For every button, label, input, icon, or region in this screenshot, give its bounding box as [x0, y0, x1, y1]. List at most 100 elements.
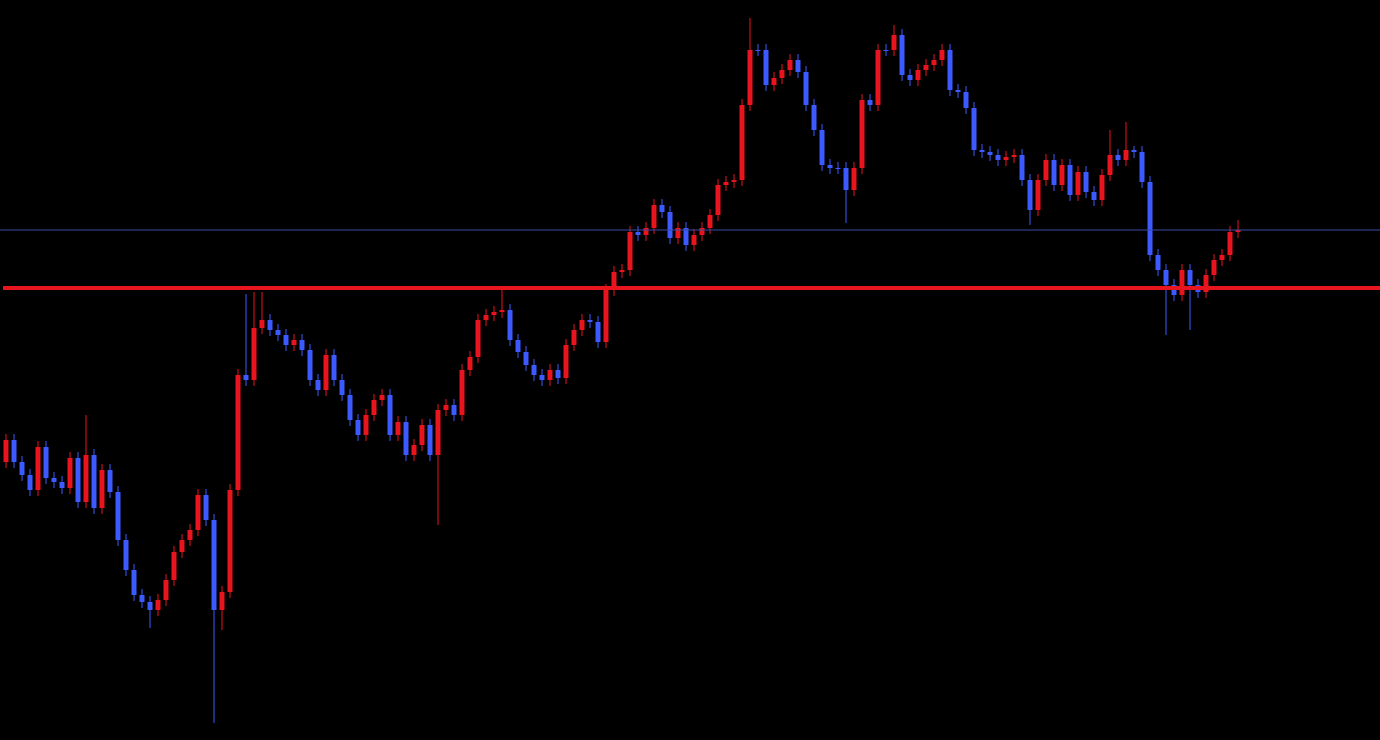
candle-body: [1075, 172, 1081, 195]
candle-body: [683, 228, 689, 245]
candle-body: [115, 492, 121, 540]
candle-body: [979, 150, 985, 152]
candle-body: [83, 455, 89, 502]
candle-body: [931, 60, 937, 65]
candle-body: [1227, 232, 1233, 255]
candle-body: [787, 60, 793, 70]
candle-body: [139, 595, 145, 602]
candle-body: [1019, 155, 1025, 180]
candle-body: [283, 335, 289, 345]
candle-body: [1179, 270, 1185, 295]
candle-body: [171, 552, 177, 580]
candle-body: [219, 592, 225, 610]
candle-body: [267, 320, 273, 330]
candle-body: [635, 232, 641, 235]
candle-body: [403, 422, 409, 455]
candle-body: [227, 490, 233, 592]
candle-body: [795, 60, 801, 72]
candle-body: [595, 322, 601, 342]
candle-body: [435, 410, 441, 455]
candle-body: [315, 380, 321, 390]
candle-body: [483, 315, 489, 320]
candle-body: [555, 370, 561, 378]
candle-body: [203, 495, 209, 520]
candle-body: [1203, 275, 1209, 292]
candle-body: [179, 540, 185, 552]
candle-body: [627, 232, 633, 270]
candle-body: [875, 50, 881, 105]
candle-body: [499, 310, 505, 312]
candle-body: [1003, 157, 1009, 160]
candle-body: [131, 570, 137, 595]
candle-body: [1083, 172, 1089, 192]
candle-body: [915, 70, 921, 80]
candle-body: [547, 370, 553, 380]
candle-body: [843, 168, 849, 190]
candle-body: [379, 395, 385, 400]
candle-body: [691, 235, 697, 245]
candle-body: [419, 425, 425, 445]
candle-body: [1123, 150, 1129, 160]
candle-body: [443, 405, 449, 410]
candle-body: [147, 602, 153, 610]
candle-body: [747, 50, 753, 105]
candle-body: [467, 357, 473, 370]
candle-body: [1235, 230, 1241, 232]
candle-body: [811, 105, 817, 130]
candle-body: [363, 415, 369, 435]
candle-body: [163, 580, 169, 600]
candle-body: [331, 355, 337, 380]
candle-body: [243, 375, 249, 380]
candle-body: [11, 440, 17, 462]
candle-body: [1059, 165, 1065, 185]
candle-body: [91, 455, 97, 508]
candle-body: [67, 458, 73, 488]
candle-body: [275, 330, 281, 335]
candle-body: [339, 380, 345, 395]
candle-body: [1139, 152, 1145, 182]
candle-body: [371, 400, 377, 415]
candle-body: [947, 50, 953, 90]
candle-body: [1131, 150, 1137, 152]
candle-body: [675, 228, 681, 238]
candle-body: [75, 458, 81, 502]
candle-body: [891, 35, 897, 50]
candle-body: [3, 440, 9, 462]
candle-body: [715, 185, 721, 215]
candle-body: [763, 50, 769, 85]
candle-body: [395, 422, 401, 435]
candle-body: [939, 50, 945, 60]
candle-body: [731, 180, 737, 182]
candle-body: [51, 478, 57, 482]
candle-body: [323, 355, 329, 390]
candle-body: [563, 345, 569, 378]
candle-body: [291, 340, 297, 345]
candle-body: [99, 470, 105, 508]
candle-body: [835, 168, 841, 169]
candle-body: [475, 320, 481, 357]
candle-body: [659, 205, 665, 212]
candle-body: [307, 350, 313, 380]
candle-body: [611, 272, 617, 290]
candle-body: [1099, 175, 1105, 200]
candle-body: [1147, 182, 1153, 255]
candle-body: [411, 445, 417, 455]
candle-body: [699, 228, 705, 235]
candle-body: [723, 182, 729, 185]
candle-body: [907, 75, 913, 80]
candle-body: [883, 50, 889, 51]
candle-body: [123, 540, 129, 570]
candle-body: [1219, 255, 1225, 260]
candle-body: [995, 155, 1001, 160]
candle-body: [1091, 192, 1097, 200]
candle-body: [587, 320, 593, 322]
candle-body: [1163, 270, 1169, 285]
candle-body: [531, 365, 537, 375]
candle-body: [955, 90, 961, 92]
candle-body: [987, 152, 993, 155]
candle-body: [779, 70, 785, 78]
candle-body: [571, 330, 577, 345]
candle-body: [971, 108, 977, 150]
candle-body: [1187, 270, 1193, 285]
